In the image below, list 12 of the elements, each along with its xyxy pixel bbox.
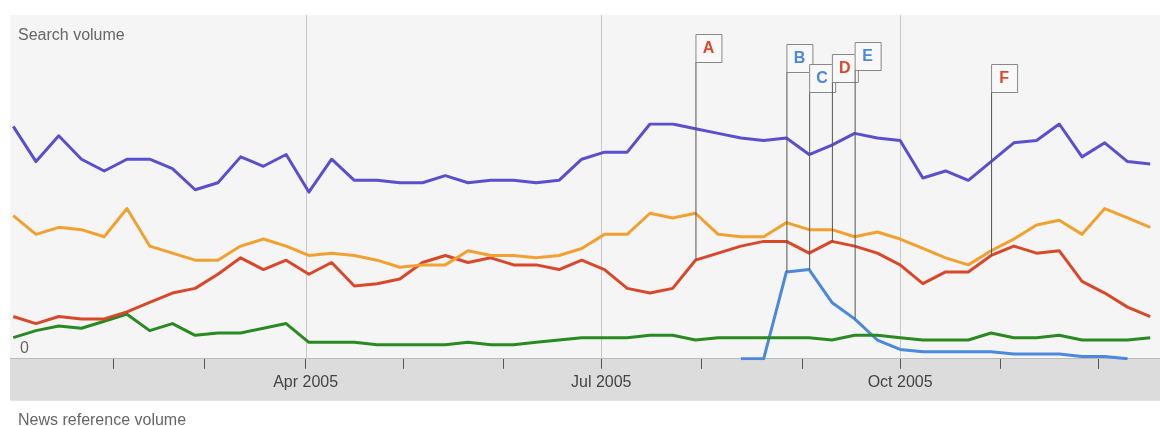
text: News reference volume: [18, 411, 187, 426]
x-tick-label: Oct 2005: [867, 372, 933, 390]
text: Search volume: [18, 26, 125, 44]
annotation: B: [793, 49, 806, 67]
annotation: C: [816, 69, 829, 87]
annotation: E: [862, 47, 874, 65]
annotation: 0: [20, 339, 29, 357]
annotation: A: [702, 39, 715, 57]
annotation: D: [839, 59, 851, 77]
annotation: F: [999, 69, 1010, 87]
x-tick-label: Apr 2005: [273, 372, 339, 390]
x-tick-label: Jul 2005: [570, 372, 632, 390]
